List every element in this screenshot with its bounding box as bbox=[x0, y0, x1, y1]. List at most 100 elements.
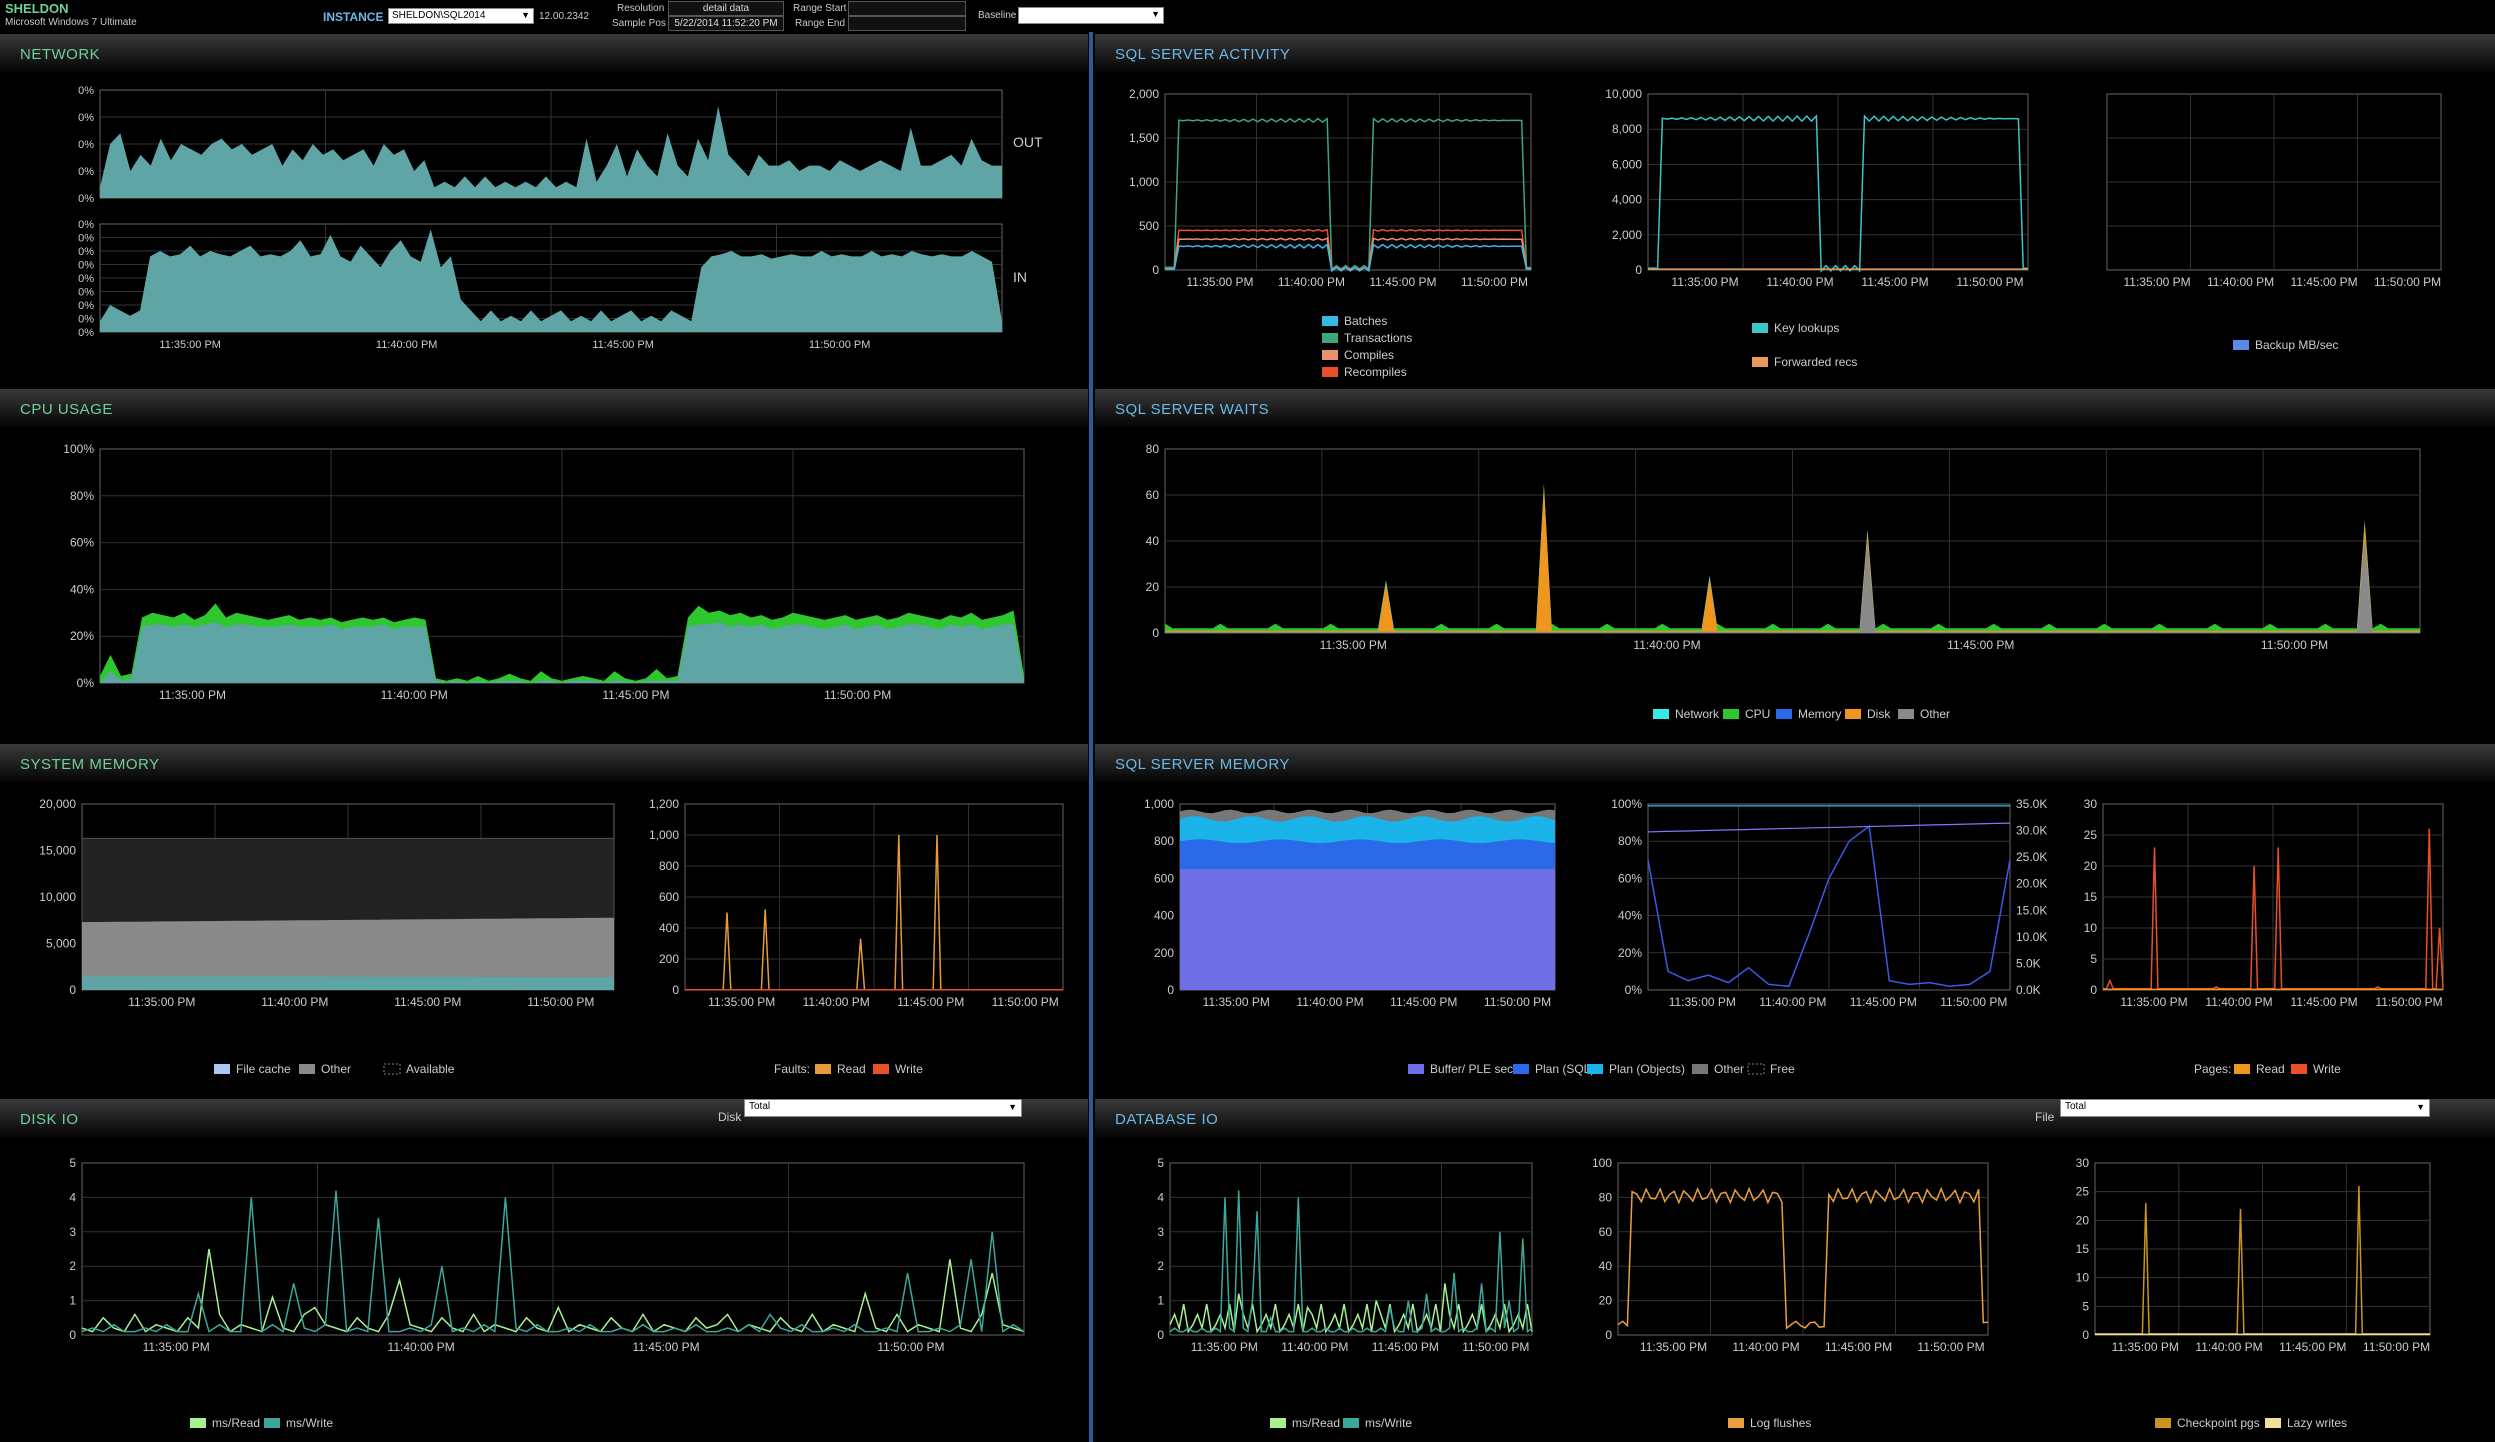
legend-label: Read bbox=[2256, 1062, 2285, 1076]
x-tick-label: 11:35:00 PM bbox=[1640, 1340, 1707, 1354]
legend-swatch bbox=[1723, 709, 1739, 719]
y-tick-label: 0 bbox=[2090, 983, 2097, 997]
y-tick-label: 40% bbox=[70, 582, 94, 596]
other-area bbox=[82, 917, 614, 990]
x-tick-label: 11:50:00 PM bbox=[992, 995, 1059, 1009]
y-tick-label: 15 bbox=[2076, 1242, 2090, 1256]
y-tick-label: 0 bbox=[1605, 1328, 1612, 1342]
legend-label: Free bbox=[1770, 1062, 1795, 1076]
range-start-label: Range Start bbox=[793, 3, 847, 14]
y-tick-label: 60% bbox=[1618, 871, 1642, 885]
y-tick-label: 5 bbox=[2082, 1299, 2089, 1313]
x-tick-label: 11:50:00 PM bbox=[1484, 995, 1551, 1009]
legend-label: Other bbox=[1920, 707, 1950, 721]
x-tick-label: 11:50:00 PM bbox=[2261, 638, 2328, 652]
legend-swatch bbox=[2291, 1064, 2307, 1074]
x-tick-label: 11:45:00 PM bbox=[2290, 995, 2357, 1009]
file-select[interactable]: Total ▼ bbox=[2060, 1099, 2430, 1117]
y-tick-label: 80 bbox=[1146, 442, 1160, 456]
disk-select[interactable]: Total ▼ bbox=[744, 1099, 1022, 1117]
legend-swatch bbox=[2234, 1064, 2250, 1074]
resolution-field[interactable]: detail data bbox=[668, 1, 784, 16]
x-tick-label: 11:50:00 PM bbox=[824, 688, 891, 702]
net-out-area bbox=[100, 106, 1002, 198]
database-io-chart: 0 1 2 3 4 5 11:35:00 PM 11:40:00 PM 11:45:00 PM 1… bbox=[1157, 1156, 2431, 1430]
panel-header bbox=[0, 34, 1088, 72]
x-tick-label: 11:35:00 PM bbox=[2124, 275, 2191, 289]
legend-label: Batches bbox=[1344, 314, 1387, 328]
y-tick-label: 0% bbox=[78, 112, 94, 124]
y-tick-label: 20 bbox=[2076, 1213, 2090, 1227]
panel-divider[interactable] bbox=[1089, 32, 1093, 1442]
panel-title: DATABASE IO bbox=[1115, 1111, 1219, 1128]
y-tick-label: 2 bbox=[69, 1259, 76, 1273]
x-tick-label: 11:50:00 PM bbox=[877, 1340, 944, 1354]
x-tick-label: 11:50:00 PM bbox=[1940, 995, 2007, 1009]
y-tick-label: 0% bbox=[78, 314, 94, 326]
legend-swatch bbox=[1747, 1063, 1765, 1075]
y-tick-label: 0% bbox=[78, 85, 94, 97]
x-tick-label: 11:50:00 PM bbox=[2363, 1340, 2430, 1354]
chevron-down-icon: ▼ bbox=[1151, 9, 1160, 19]
y-tick-label: 5 bbox=[1157, 1156, 1164, 1170]
x-tick-label: 11:45:00 PM bbox=[1390, 995, 1457, 1009]
legend-label: Checkpoint pgs bbox=[2177, 1416, 2260, 1430]
sql-activity-chart: 0 500 1,000 1,500 2,000 11:35:00 PM 11:40:00 P… bbox=[1129, 87, 2442, 379]
x-tick-label: 11:35:00 PM bbox=[128, 995, 195, 1009]
y-tick-label: 25 bbox=[2076, 1185, 2090, 1199]
disk-select-value: Total bbox=[749, 1101, 771, 1112]
legend-label: Available bbox=[406, 1062, 455, 1076]
baseline-select[interactable]: ▼ bbox=[1018, 7, 1164, 24]
x-tick-label: 11:50:00 PM bbox=[1462, 1340, 1529, 1354]
y-tick-label: 3 bbox=[69, 1225, 76, 1239]
y-tick-label: 400 bbox=[659, 921, 679, 935]
y-tick-label: 800 bbox=[659, 859, 679, 873]
range-end-field[interactable] bbox=[848, 16, 966, 31]
y-tick-label: 8,000 bbox=[1612, 122, 1642, 136]
y-tick-label: 25 bbox=[2084, 828, 2098, 842]
y-tick-label: 4,000 bbox=[1612, 193, 1642, 207]
batches-line bbox=[1164, 243, 1532, 273]
sample-pos-field[interactable]: 5/22/2014 11:52:20 PM bbox=[668, 16, 784, 31]
legend-label: Forwarded recs bbox=[1774, 355, 1857, 369]
panel-header bbox=[1095, 389, 2495, 427]
buffer-area bbox=[1180, 869, 1555, 990]
panel-header bbox=[0, 744, 1088, 782]
x-tick-label: 11:50:00 PM bbox=[527, 995, 594, 1009]
file-select-label: File bbox=[2035, 1110, 2055, 1124]
y-tick-label: 4 bbox=[1157, 1190, 1164, 1204]
system-memory-chart: 0 5,000 10,000 15,000 20,000 11:35:00 PM 11:40… bbox=[39, 797, 1064, 1076]
legend-label: Buffer/ PLE sec bbox=[1430, 1062, 1513, 1076]
y-tick-label: 1,500 bbox=[1129, 131, 1159, 145]
key-lookups-line bbox=[1647, 114, 2029, 273]
ms-read-line bbox=[1169, 1283, 1533, 1334]
y-tick-label: 1 bbox=[1157, 1294, 1164, 1308]
x-tick-label: 11:50:00 PM bbox=[2374, 275, 2441, 289]
legend-label: Compiles bbox=[1344, 348, 1394, 362]
chevron-down-icon: ▼ bbox=[521, 10, 530, 20]
system-memory-panel: SYSTEM MEMORY 0 5,000 10,000 15,000 20,000 11… bbox=[0, 744, 1088, 1094]
legend-prefix: Faults: bbox=[774, 1062, 810, 1076]
y-tick-label: 200 bbox=[1154, 946, 1174, 960]
y-tick-label: 0 bbox=[2082, 1328, 2089, 1342]
y-tick-label: 10 bbox=[2076, 1271, 2090, 1285]
x-tick-label: 11:40:00 PM bbox=[1281, 1340, 1348, 1354]
legend-swatch bbox=[383, 1063, 401, 1075]
y-tick-label: 3 bbox=[1157, 1225, 1164, 1239]
legend-label: Disk bbox=[1867, 707, 1891, 721]
legend-label: Memory bbox=[1798, 707, 1841, 721]
y-tick-label: 600 bbox=[659, 890, 679, 904]
top-bar: SHELDON Microsoft Windows 7 Ultimate INS… bbox=[0, 0, 2495, 32]
y-tick-label: 4 bbox=[69, 1190, 76, 1204]
range-start-field[interactable] bbox=[848, 1, 966, 16]
x-tick-label: 11:35:00 PM bbox=[1191, 1340, 1258, 1354]
y-tick-label: 0 bbox=[69, 983, 76, 997]
y-tick-label: 0% bbox=[1625, 983, 1643, 997]
y-tick-label: 600 bbox=[1154, 871, 1174, 885]
x-tick-label: 11:45:00 PM bbox=[1825, 1340, 1892, 1354]
legend-label: Recompiles bbox=[1344, 365, 1407, 379]
instance-select[interactable]: SHELDON\SQL2014 ▼ bbox=[388, 8, 534, 24]
legend-label: Transactions bbox=[1344, 331, 1412, 345]
y-tick-label: 60% bbox=[70, 536, 94, 550]
legend-swatch bbox=[2265, 1418, 2281, 1428]
